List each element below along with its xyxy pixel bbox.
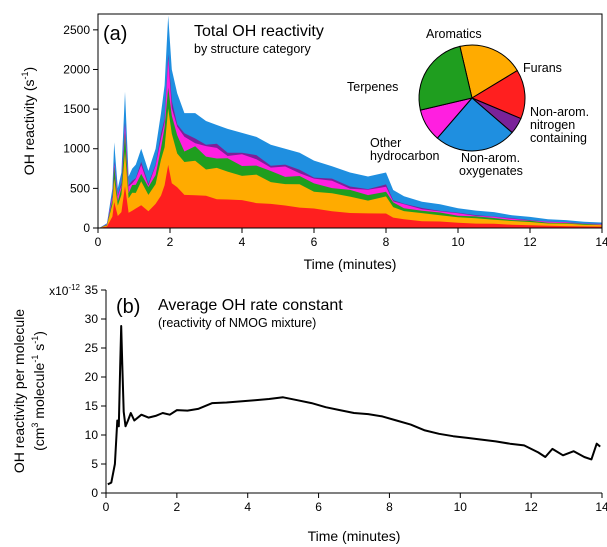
panel-a-x-tick-label: 14 [595,235,607,249]
pie-label-nitrogen-line3: containing [530,131,587,145]
pie-slice-aromatics [459,44,518,99]
panel-b-y-tick-label: 15 [85,399,99,413]
pie-label-furans: Furans [523,61,562,75]
panel-a-x-tick-label: 0 [95,235,102,249]
panel-a-x-axis-label: Time (minutes) [304,256,397,272]
panel-a-y-tick-label: 500 [70,181,90,195]
panel-b-y-exponent-base: x10 [49,284,69,298]
panel-b-title: Average OH rate constant [158,297,343,314]
panel-b-x-axis-label: Time (minutes) [308,528,401,544]
area-aromatics [99,108,603,228]
panel-b-label: (b) [116,296,140,318]
panel-b-ylabel-part3: s [31,344,47,355]
panel-b-y-ticks: 0 5 10 15 20 25 30 35 [85,283,106,500]
panel-a-y-tick-label: 1000 [63,142,90,156]
panel-a-label: (a) [103,23,127,45]
panel-a-x-ticks: 0 2 4 6 8 10 12 14 [95,228,607,249]
panel-b-x-tick-label: 10 [454,500,468,514]
pie-label-nitrogen-line1: Non-arom. [530,105,589,119]
panel-b-y-exponent: x10-12 [49,283,80,298]
panel-a-x-tick-label: 12 [523,235,537,249]
panel-b-ylabel-sup3: -1 [30,336,40,344]
panel-a-y-axis-label: OH reactivity (s-1) [20,67,37,175]
pie-slice-furans [470,69,526,120]
panel-b-x-tick-label: 8 [386,500,393,514]
panel-b-x-ticks: 0 2 4 6 8 10 12 14 [103,493,607,514]
panel-a-y-axis-label-end: ) [21,67,37,72]
panel-b-y-tick-label: 5 [91,457,98,471]
panel-b-x-tick-label: 2 [174,500,181,514]
panel-b-x-tick-label: 12 [524,500,538,514]
panel-b-ylabel-part1: (cm [31,428,47,451]
panel-a-subtitle: by structure category [194,42,311,56]
panel-b-y-tick-label: 35 [85,283,99,297]
pie-label-nitrogen-line2: nitrogen [530,118,575,132]
panel-b-y-tick-label: 25 [85,341,99,355]
pie-slice-non-arom-oxygenates [436,97,513,152]
panel-b-y-axis-label-line2: (cm3 molecule-1 s-1) [30,331,47,451]
pie-label-aromatics: Aromatics [426,27,482,41]
panel-b-chart: 0 2 4 6 8 10 12 14 0 5 10 15 20 25 30 35 x10-12 (b) Av… [11,283,607,544]
panel-b-y-tick-label: 30 [85,312,99,326]
panel-b-y-exponent-sup: -12 [68,283,80,292]
panel-a-title: Total OH reactivity [194,23,324,40]
panel-a-plot-frame [97,13,603,229]
panel-b-y-tick-label: 10 [85,428,99,442]
area-furans [99,164,603,228]
panel-b-y-axis-label-line1: OH reactivity per molecule [11,309,27,473]
panel-b-ylabel-part2: molecule [31,362,47,422]
panel-b-ylabel-end: ) [31,331,47,336]
panel-b-x-tick-label: 4 [244,500,251,514]
pie-label-other-line2: hydrocarbon [370,149,440,163]
panel-a-y-ticks: 0 500 1000 1500 2000 2500 [63,23,98,235]
panel-a-y-tick-label: 0 [83,221,90,235]
pie-slice-terpenes [418,45,473,111]
panel-b-ylabel-sup1: 3 [30,423,40,428]
panel-a-x-tick-label: 10 [451,235,465,249]
panel-b-x-tick-label: 14 [595,500,607,514]
panel-b-y-tick-label: 0 [91,486,98,500]
panel-b-x-tick-label: 6 [315,500,322,514]
panel-a-x-tick-label: 2 [167,235,174,249]
rate-constant-line [107,325,601,486]
panel-b-x-tick-label: 0 [103,500,110,514]
stacked-area-series [99,15,603,229]
panel-a-y-axis-label-main: OH reactivity (s [21,80,37,176]
pie-label-terpenes: Terpenes [347,80,398,94]
panel-a-y-tick-label: 1500 [63,102,90,116]
panel-a-x-tick-label: 8 [383,235,390,249]
panel-a-y-tick-label: 2500 [63,23,90,37]
panel-a-x-tick-label: 4 [239,235,246,249]
pie-label-other-line1: Other [370,136,401,150]
pie-label-oxygenates-line1: Non-arom. [461,151,520,165]
panel-b-subtitle: (reactivity of NMOG mixture) [158,316,316,330]
panel-a-x-tick-label: 6 [311,235,318,249]
panel-b-y-tick-label: 20 [85,370,99,384]
panel-a-y-axis-label-sup: -1 [20,71,30,79]
category-pie-chart [418,44,526,152]
panel-a-chart: 0 2 4 6 8 10 12 14 0 500 1000 1500 2000 2500 (a) Tot… [20,13,607,272]
pie-label-oxygenates-line2: oxygenates [459,164,523,178]
panel-b-ylabel-sup2: -1 [30,355,40,363]
panel-a-y-tick-label: 2000 [63,62,90,76]
